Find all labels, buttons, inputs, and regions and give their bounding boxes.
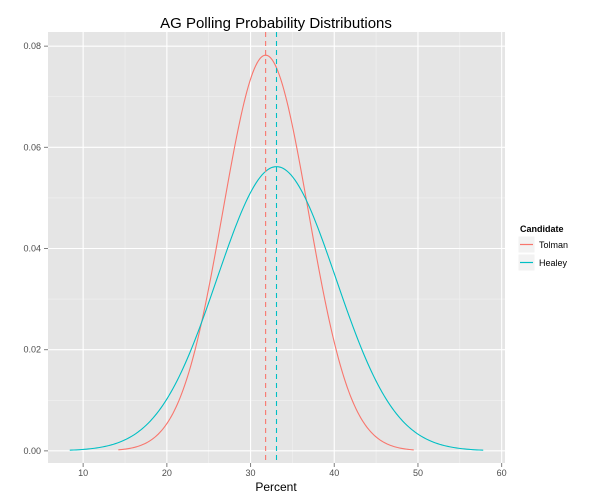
minor-gridlines [48,32,505,463]
x-tick-label: 30 [246,468,256,478]
y-tick-label: 0.02 [23,345,41,355]
x-tick-label: 50 [413,468,423,478]
major-gridlines [48,32,505,463]
y-tick-label: 0.08 [23,41,41,51]
legend-title: Candidate [520,224,564,234]
y-tick-label: 0.00 [23,446,41,456]
legend: Candidate Tolman Healey [517,224,568,272]
x-tick-label: 40 [329,468,339,478]
legend-label-tolman: Tolman [539,240,568,250]
y-axis: 0.00 0.02 0.04 0.06 0.08 [23,41,48,456]
legend-entries: Tolman Healey [517,235,568,272]
x-tick-label: 10 [78,468,88,478]
series-line-tolman [118,54,414,451]
x-axis: 10 20 30 40 50 60 [78,463,507,478]
x-axis-title: Percent [255,480,297,494]
panel-background [48,32,505,463]
series-layer [69,54,484,451]
chart-title: AG Polling Probability Distributions [160,15,392,32]
legend-label-healey: Healey [539,258,568,268]
y-tick-label: 0.04 [23,244,41,254]
y-tick-label: 0.06 [23,142,41,152]
x-tick-label: 60 [497,468,507,478]
series-line-healey [69,166,484,451]
x-tick-label: 20 [162,468,172,478]
